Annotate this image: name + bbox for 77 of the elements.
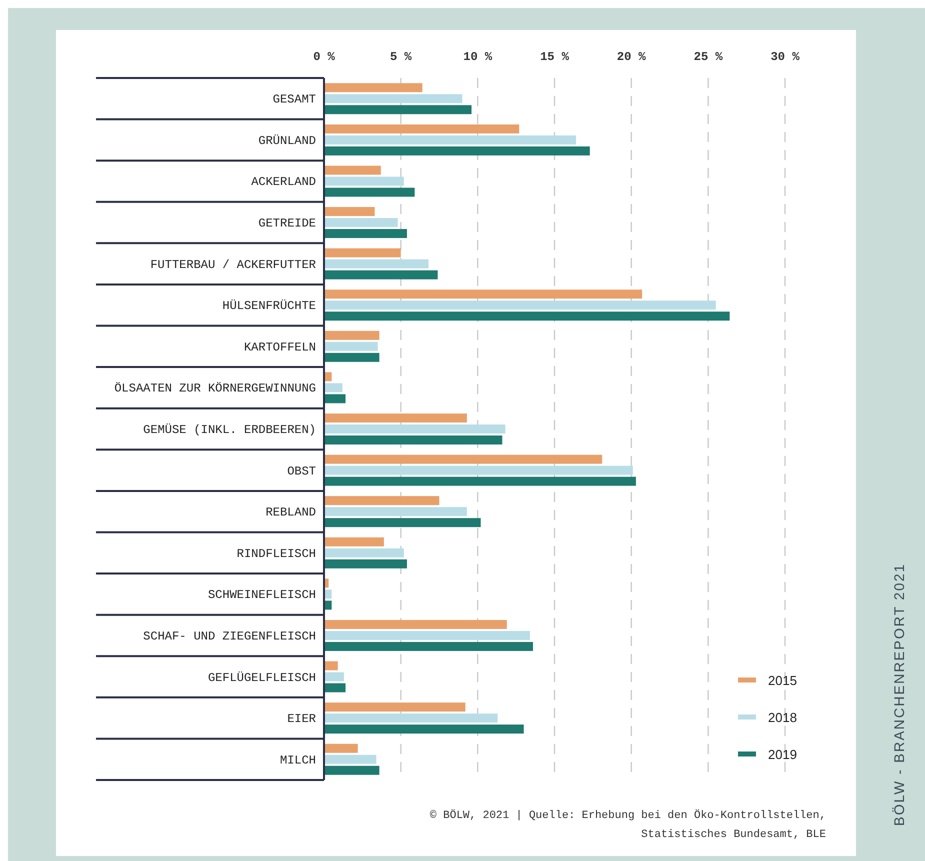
- bar: [324, 507, 467, 516]
- bar: [324, 383, 342, 392]
- bar: [324, 436, 502, 444]
- y-tick-label: EIER: [287, 712, 316, 726]
- bar: [324, 754, 376, 764]
- bar: [324, 300, 716, 310]
- text: © BÖLW, 2021 | Quelle: Erhebung bei den Öko-Kontrollstellen,: [430, 809, 826, 822]
- bar: [324, 146, 590, 156]
- bar: [324, 466, 633, 475]
- bar: [324, 124, 520, 134]
- y-tick-label: GRÜNLAND: [258, 134, 316, 148]
- legend-label: 2015: [768, 673, 797, 688]
- y-tick-label: SCHAF- UND ZIEGENFLEISCH: [143, 629, 316, 644]
- bar: [324, 518, 481, 528]
- bar: [324, 414, 467, 422]
- y-tick-label: GEFLÜGELFLEISCH: [208, 670, 316, 685]
- bar: [324, 724, 524, 734]
- y-tick-label: GEMÜSE (INKL. ERDBEEREN): [143, 423, 316, 437]
- bar: [324, 642, 533, 651]
- bar: [324, 229, 407, 238]
- bar: [324, 496, 440, 506]
- bar: [324, 683, 346, 692]
- legend-label: 2018: [768, 710, 797, 725]
- bar: [324, 630, 530, 640]
- bar: [324, 218, 398, 228]
- x-tick-label: 20 %: [616, 50, 647, 64]
- bar: [324, 454, 602, 464]
- x-tick-label: 15 %: [540, 50, 570, 64]
- y-tick-label: FUTTERBAU / ACKERFUTTER: [150, 258, 316, 272]
- bar: [324, 714, 498, 723]
- bar: [324, 661, 338, 670]
- y-tick-label: MILCH: [280, 753, 316, 768]
- bar: [324, 312, 730, 321]
- x-tick-label: 30 %: [770, 50, 800, 64]
- bar: [324, 672, 344, 682]
- x-tick-label: 0 %: [313, 50, 336, 64]
- y-tick-label: HÜLSENFRÜCHTE: [222, 299, 316, 314]
- bar: [324, 476, 636, 486]
- bar: [324, 537, 384, 546]
- text: Statistisches Bundesamt, BLE: [641, 829, 826, 841]
- bar: [324, 548, 404, 558]
- bar: [324, 702, 466, 712]
- bar: [324, 620, 507, 629]
- bar: [324, 424, 506, 434]
- y-tick-label: RINDFLEISCH: [236, 546, 316, 561]
- bar: [324, 330, 380, 340]
- bar: [324, 744, 358, 753]
- x-tick-label: 5 %: [390, 50, 412, 64]
- bar: [324, 207, 375, 216]
- x-tick-label: 10 %: [463, 50, 493, 64]
- bar: [324, 559, 407, 568]
- bar: [324, 188, 415, 197]
- bar: [324, 766, 380, 775]
- y-tick-label: OBST: [287, 464, 316, 478]
- y-tick-label: ÖLSAATEN ZUR KÖRNERGEWINNUNG: [114, 382, 316, 396]
- bar: [324, 105, 472, 114]
- y-tick-label: GESAMT: [272, 92, 316, 107]
- bar: [324, 270, 438, 280]
- legend-label: 2019: [768, 747, 797, 762]
- bar: [324, 259, 428, 268]
- y-tick-label: GETREIDE: [258, 216, 316, 231]
- y-tick-label: SCHWEINEFLEISCH: [208, 588, 316, 602]
- bar: [324, 176, 404, 186]
- bar: [324, 166, 381, 175]
- x-tick-label: 25 %: [694, 50, 724, 64]
- bar: [324, 342, 378, 351]
- bar: [324, 352, 380, 362]
- text: BÖLW - BRANCHENREPORT 2021: [891, 562, 907, 826]
- y-tick-label: REBLAND: [266, 506, 316, 520]
- bar: [324, 248, 401, 258]
- bar: [324, 290, 642, 299]
- y-tick-label: ACKERLAND: [251, 175, 316, 190]
- bar: [324, 135, 576, 144]
- bar: [324, 83, 422, 92]
- bar: [324, 94, 462, 104]
- bar: [324, 394, 346, 404]
- y-tick-label: KARTOFFELN: [244, 340, 316, 354]
